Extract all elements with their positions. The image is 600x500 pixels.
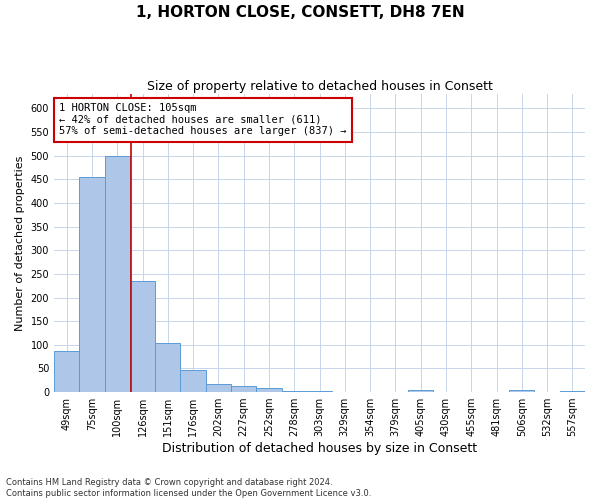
Bar (181, 370, 206, 392)
Bar (155, 344, 181, 392)
Text: 1 HORTON CLOSE: 105sqm
← 42% of detached houses are smaller (611)
57% of semi-de: 1 HORTON CLOSE: 105sqm ← 42% of detached… (59, 103, 347, 136)
X-axis label: Distribution of detached houses by size in Consett: Distribution of detached houses by size … (162, 442, 477, 455)
Bar (281, 390, 307, 392)
Bar (54, 351, 79, 392)
Text: Contains HM Land Registry data © Crown copyright and database right 2024.
Contai: Contains HM Land Registry data © Crown c… (6, 478, 371, 498)
Bar (130, 281, 155, 392)
Bar (560, 390, 585, 392)
Bar (256, 388, 281, 392)
Bar (509, 390, 535, 392)
Bar (104, 156, 130, 392)
Bar (206, 384, 231, 392)
Bar (307, 390, 332, 392)
Title: Size of property relative to detached houses in Consett: Size of property relative to detached ho… (146, 80, 493, 93)
Bar (408, 390, 433, 392)
Bar (79, 177, 104, 392)
Text: 1, HORTON CLOSE, CONSETT, DH8 7EN: 1, HORTON CLOSE, CONSETT, DH8 7EN (136, 5, 464, 20)
Bar (231, 386, 256, 392)
Y-axis label: Number of detached properties: Number of detached properties (15, 156, 25, 331)
